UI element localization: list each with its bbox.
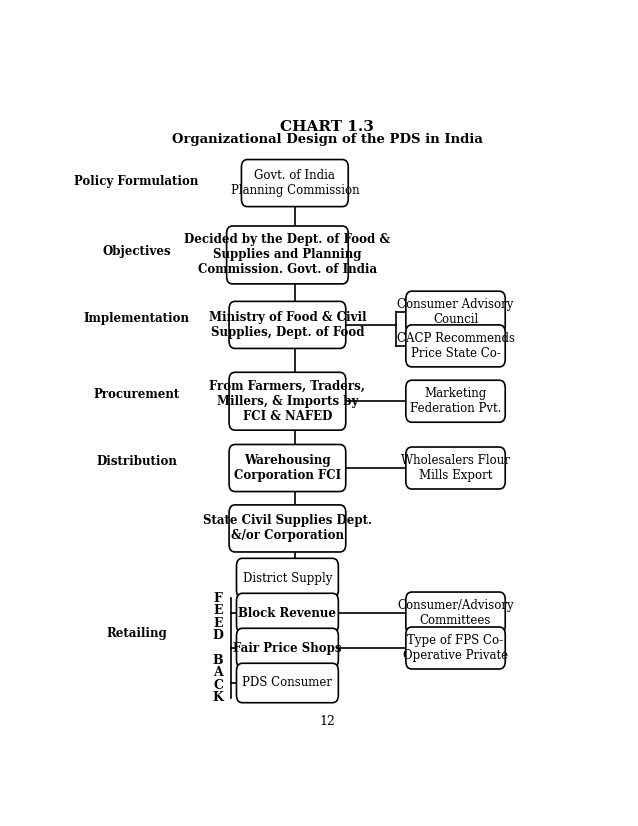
Text: Decided by the Dept. of Food &
Supplies and Planning
Commission. Govt. of India: Decided by the Dept. of Food & Supplies … xyxy=(184,234,390,277)
Text: District Supply: District Supply xyxy=(242,572,332,585)
Text: A: A xyxy=(213,667,223,679)
Text: F: F xyxy=(214,592,223,605)
Text: Type of FPS Co-
Operative Private: Type of FPS Co- Operative Private xyxy=(403,634,508,662)
FancyBboxPatch shape xyxy=(229,505,346,552)
Text: Policy Formulation: Policy Formulation xyxy=(75,175,199,188)
Text: Consumer Advisory
Council: Consumer Advisory Council xyxy=(397,298,514,326)
Text: E: E xyxy=(214,605,223,617)
Text: Block Revenue: Block Revenue xyxy=(239,606,336,620)
Text: E: E xyxy=(214,617,223,629)
Text: PDS Consumer: PDS Consumer xyxy=(242,676,332,690)
Text: Retailing: Retailing xyxy=(107,627,167,640)
FancyBboxPatch shape xyxy=(237,663,338,703)
Text: Procurement: Procurement xyxy=(94,388,180,401)
FancyBboxPatch shape xyxy=(406,592,505,634)
FancyBboxPatch shape xyxy=(229,373,346,430)
FancyBboxPatch shape xyxy=(406,447,505,489)
Text: Ministry of Food & Civil
Supplies, Dept. of Food: Ministry of Food & Civil Supplies, Dept.… xyxy=(209,311,366,339)
Text: Govt. of India
Planning Commission: Govt. of India Planning Commission xyxy=(230,169,359,197)
Text: From Farmers, Traders,
Millers, & Imports by
FCI & NAFED: From Farmers, Traders, Millers, & Import… xyxy=(209,380,366,423)
FancyBboxPatch shape xyxy=(406,325,505,367)
Text: Implementation: Implementation xyxy=(84,312,189,325)
FancyBboxPatch shape xyxy=(406,292,505,333)
Text: Marketing
Federation Pvt.: Marketing Federation Pvt. xyxy=(410,387,501,415)
FancyBboxPatch shape xyxy=(237,558,338,598)
Text: CACP Recommends
Price State Co-: CACP Recommends Price State Co- xyxy=(397,332,514,360)
Text: Wholesalers Flour
Mills Export: Wholesalers Flour Mills Export xyxy=(401,454,510,482)
Text: B: B xyxy=(213,654,223,667)
Text: State Civil Supplies Dept.
&/or Corporation: State Civil Supplies Dept. &/or Corporat… xyxy=(203,515,372,543)
FancyBboxPatch shape xyxy=(237,593,338,633)
FancyBboxPatch shape xyxy=(229,301,346,349)
Text: Warehousing
Corporation FCI: Warehousing Corporation FCI xyxy=(234,454,341,482)
Text: K: K xyxy=(212,691,224,704)
Text: CHART 1.3: CHART 1.3 xyxy=(280,120,374,134)
Text: Distribution: Distribution xyxy=(96,455,177,468)
Text: C: C xyxy=(213,679,223,691)
FancyBboxPatch shape xyxy=(406,380,505,422)
FancyBboxPatch shape xyxy=(229,444,346,491)
Text: D: D xyxy=(212,629,224,642)
Text: Consumer/Advisory
Committees: Consumer/Advisory Committees xyxy=(397,599,514,627)
FancyBboxPatch shape xyxy=(406,627,505,669)
FancyBboxPatch shape xyxy=(237,629,338,667)
Text: Organizational Design of the PDS in India: Organizational Design of the PDS in Indi… xyxy=(172,133,482,145)
Text: Objectives: Objectives xyxy=(102,245,171,259)
FancyBboxPatch shape xyxy=(226,226,348,284)
Text: 12: 12 xyxy=(319,714,335,728)
Text: Fair Price Shops: Fair Price Shops xyxy=(233,642,342,654)
FancyBboxPatch shape xyxy=(241,159,348,206)
